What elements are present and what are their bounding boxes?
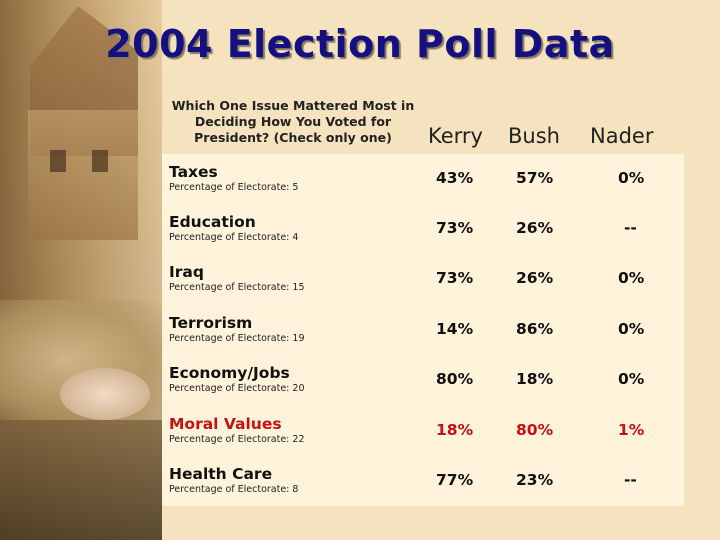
- electorate-share: Percentage of Electorate: 19: [169, 333, 305, 344]
- electorate-share: Percentage of Electorate: 15: [169, 282, 305, 293]
- pig-illustration: [60, 368, 150, 420]
- nader-value: 0%: [618, 269, 645, 287]
- kerry-value: 80%: [436, 370, 474, 388]
- kerry-value: 18%: [436, 421, 474, 439]
- table-row-terrorism: Terrorism Percentage of Electorate: 19 1…: [162, 305, 684, 355]
- column-header-nader: Nader: [590, 124, 654, 148]
- column-header-bush: Bush: [508, 124, 560, 148]
- table-row-taxes: Taxes Percentage of Electorate: 5 43% 57…: [162, 154, 684, 204]
- nader-value: 0%: [618, 320, 645, 338]
- electorate-share: Percentage of Electorate: 20: [169, 383, 305, 394]
- nader-value: 1%: [618, 421, 645, 439]
- table-row-health-care: Health Care Percentage of Electorate: 8 …: [162, 456, 684, 506]
- window-illustration: [50, 150, 66, 172]
- kerry-value: 73%: [436, 219, 474, 237]
- electorate-share: Percentage of Electorate: 5: [169, 182, 299, 193]
- ground-illustration: [0, 420, 162, 540]
- kerry-value: 14%: [436, 320, 474, 338]
- slide-title: 2004 Election Poll Data: [105, 22, 615, 66]
- bush-value: 18%: [516, 370, 554, 388]
- electorate-share: Percentage of Electorate: 8: [169, 484, 299, 495]
- issue-name: Economy/Jobs: [169, 364, 290, 382]
- table-row-education: Education Percentage of Electorate: 4 73…: [162, 204, 684, 254]
- kerry-value: 73%: [436, 269, 474, 287]
- nader-value: --: [624, 471, 637, 489]
- kerry-value: 43%: [436, 169, 474, 187]
- bush-value: 80%: [516, 421, 554, 439]
- column-header-kerry: Kerry: [428, 124, 483, 148]
- issue-name: Iraq: [169, 263, 204, 281]
- house-wall-illustration: [28, 110, 138, 240]
- electorate-share: Percentage of Electorate: 22: [169, 434, 305, 445]
- bush-value: 57%: [516, 169, 554, 187]
- bush-value: 23%: [516, 471, 554, 489]
- window-illustration: [92, 150, 108, 172]
- table-row-iraq: Iraq Percentage of Electorate: 15 73% 26…: [162, 254, 684, 304]
- bush-value: 86%: [516, 320, 554, 338]
- background-painting: [0, 0, 162, 540]
- survey-question: Which One Issue Mattered Most in Decidin…: [171, 98, 415, 145]
- bush-value: 26%: [516, 269, 554, 287]
- results-table: Taxes Percentage of Electorate: 5 43% 57…: [162, 154, 684, 506]
- nader-value: 0%: [618, 370, 645, 388]
- issue-name: Health Care: [169, 465, 273, 483]
- nader-value: --: [624, 219, 637, 237]
- issue-name: Taxes: [169, 163, 218, 181]
- issue-name: Moral Values: [169, 415, 282, 433]
- issue-name: Education: [169, 213, 256, 231]
- issue-name: Terrorism: [169, 314, 253, 332]
- kerry-value: 77%: [436, 471, 474, 489]
- nader-value: 0%: [618, 169, 645, 187]
- table-row-economy-jobs: Economy/Jobs Percentage of Electorate: 2…: [162, 355, 684, 405]
- electorate-share: Percentage of Electorate: 4: [169, 232, 299, 243]
- bush-value: 26%: [516, 219, 554, 237]
- table-row-moral-values: Moral Values Percentage of Electorate: 2…: [162, 406, 684, 456]
